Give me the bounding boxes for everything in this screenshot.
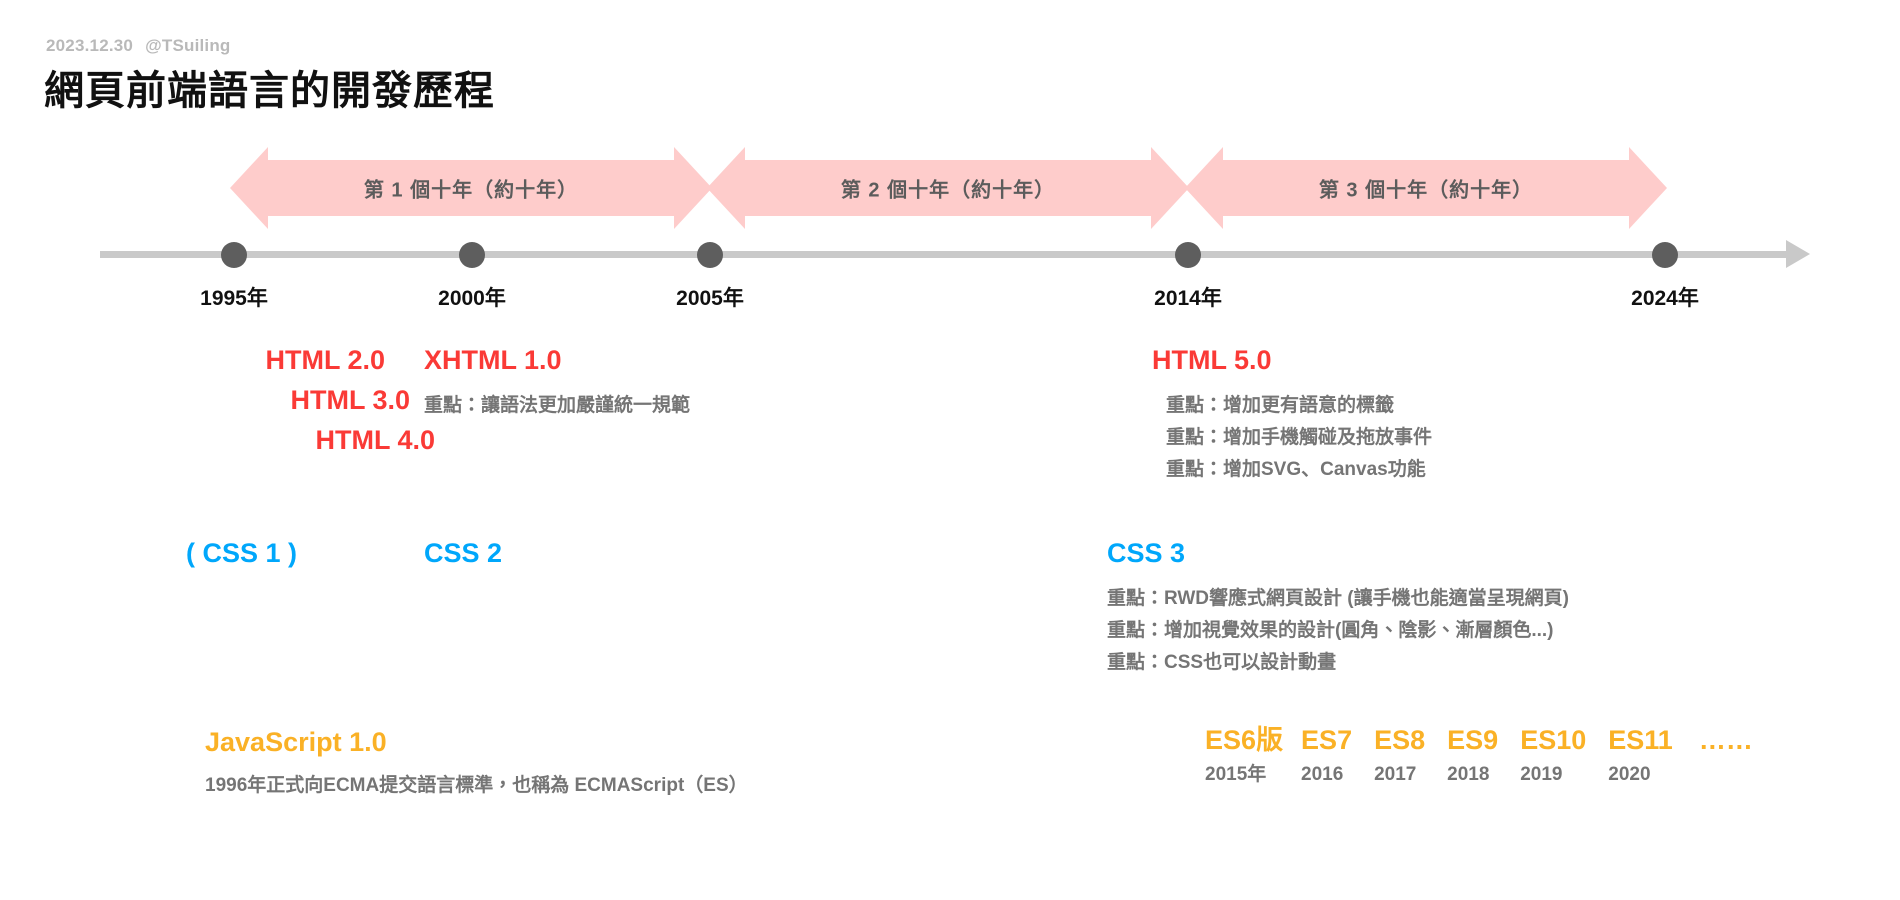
css3-note-1: 重點：RWD響應式網頁設計 (讓手機也能適當呈現網頁) xyxy=(1107,588,1569,609)
css1-group: ( CSS 1 ) xyxy=(186,533,297,573)
decade-label-1: 第 1 個十年（約十年） xyxy=(363,179,579,202)
arrow-head-left-icon xyxy=(707,147,745,229)
css2-heading: CSS 2 xyxy=(424,538,503,568)
html-version-4-0: HTML 4.0 xyxy=(315,425,435,455)
es-release-year: 2016 xyxy=(1301,764,1344,785)
timeline-label-2024: 2024年 xyxy=(1631,287,1699,310)
header-author-handle: @TSuiling xyxy=(145,36,231,55)
arrow-head-right-icon xyxy=(674,147,712,229)
es-release-name: ES6版 xyxy=(1205,725,1284,755)
timeline-axis xyxy=(100,251,1790,258)
timeline-label-2005: 2005年 xyxy=(676,287,744,310)
html5-note-2: 重點：增加手機觸碰及拖放事件 xyxy=(1166,427,1433,448)
css3-heading: CSS 3 xyxy=(1107,538,1186,568)
xhtml-heading: XHTML 1.0 xyxy=(424,345,562,375)
decade-arrow-1: 第 1 個十年（約十年） xyxy=(230,147,712,229)
es-release-item: ES6版 2015年 xyxy=(1205,722,1283,792)
timeline-arrow-head-icon xyxy=(1786,240,1810,268)
xhtml-note-1: 重點：讓語法更加嚴謹統一規範 xyxy=(424,395,691,416)
html-versions-1995-group: HTML 2.0 HTML 3.0 HTML 4.0 xyxy=(175,340,435,460)
html5-2014-group: HTML 5.0 重點：增加更有語意的標籤 重點：增加手機觸碰及拖放事件 重點：… xyxy=(1152,340,1432,486)
es-release-year: 2020 xyxy=(1608,764,1651,785)
es-release-name: ES11 xyxy=(1608,725,1673,755)
es-release-item: ES8 2017 xyxy=(1374,722,1425,792)
es-release-item: ES10 2019 xyxy=(1520,722,1586,792)
timeline-label-2014: 2014年 xyxy=(1154,287,1222,310)
xhtml-2000-group: XHTML 1.0 重點：讓語法更加嚴謹統一規範 xyxy=(424,340,690,422)
html5-note-1: 重點：增加更有語意的標籤 xyxy=(1166,395,1395,416)
timeline-label-1995: 1995年 xyxy=(200,287,268,310)
css3-note-2: 重點：增加視覺效果的設計(圓角、陰影、漸層顏色...) xyxy=(1107,620,1554,641)
decade-label-2: 第 2 個十年（約十年） xyxy=(840,179,1056,202)
css2-group: CSS 2 xyxy=(424,533,502,573)
javascript-heading: JavaScript 1.0 xyxy=(205,727,387,757)
arrow-head-right-icon xyxy=(1151,147,1189,229)
es-releases-group: ES6版 2015年 ES7 2016 ES8 2017 ES9 2018 ES… xyxy=(1205,722,1753,792)
timeline-dot-2000 xyxy=(459,242,485,268)
javascript-group: JavaScript 1.0 1996年正式向ECMA提交語言標準，也稱為 EC… xyxy=(205,722,748,802)
es-release-item: ES9 2018 xyxy=(1447,722,1498,792)
es-release-item: ES7 2016 xyxy=(1301,722,1352,792)
es-release-name: ES7 xyxy=(1301,725,1353,755)
decade-label-3: 第 3 個十年（約十年） xyxy=(1318,179,1534,202)
html-version-3-0: HTML 3.0 xyxy=(290,385,410,415)
decade-arrow-3: 第 3 個十年（約十年） xyxy=(1185,147,1667,229)
html-version-2-0: HTML 2.0 xyxy=(265,345,385,375)
es-release-year: 2015年 xyxy=(1205,764,1267,785)
es-release-year: 2019 xyxy=(1520,764,1563,785)
html5-note-3: 重點：增加SVG、Canvas功能 xyxy=(1166,459,1426,480)
es-release-year: 2017 xyxy=(1374,764,1417,785)
arrow-head-left-icon xyxy=(230,147,268,229)
css1-heading: ( CSS 1 ) xyxy=(186,538,298,568)
css3-note-3: 重點：CSS也可以設計動畫 xyxy=(1107,652,1337,673)
es-release-name-ellipsis: …… xyxy=(1698,725,1753,755)
page-title: 網頁前端語言的開發歷程 xyxy=(44,69,495,113)
es-release-name: ES9 xyxy=(1447,725,1499,755)
timeline-label-2000: 2000年 xyxy=(438,287,506,310)
es-release-item: ES11 2020 xyxy=(1608,722,1673,792)
header-meta: 2023.12.30 @TSuiling xyxy=(46,36,231,56)
es-release-name: ES8 xyxy=(1374,725,1426,755)
timeline-dot-1995 xyxy=(221,242,247,268)
timeline-dot-2005 xyxy=(697,242,723,268)
arrow-head-left-icon xyxy=(1185,147,1223,229)
timeline-dot-2024 xyxy=(1652,242,1678,268)
timeline-dot-2014 xyxy=(1175,242,1201,268)
decade-arrow-2: 第 2 個十年（約十年） xyxy=(707,147,1189,229)
header-date: 2023.12.30 xyxy=(46,36,134,55)
html5-heading: HTML 5.0 xyxy=(1152,345,1272,375)
arrow-head-right-icon xyxy=(1629,147,1667,229)
es-release-name: ES10 xyxy=(1520,725,1587,755)
javascript-note-1: 1996年正式向ECMA提交語言標準，也稱為 ECMAScript（ES） xyxy=(205,775,748,796)
es-release-item-more: …… xyxy=(1699,722,1753,758)
css3-group: CSS 3 重點：RWD響應式網頁設計 (讓手機也能適當呈現網頁) 重點：增加視… xyxy=(1107,533,1569,679)
es-release-year: 2018 xyxy=(1447,764,1490,785)
